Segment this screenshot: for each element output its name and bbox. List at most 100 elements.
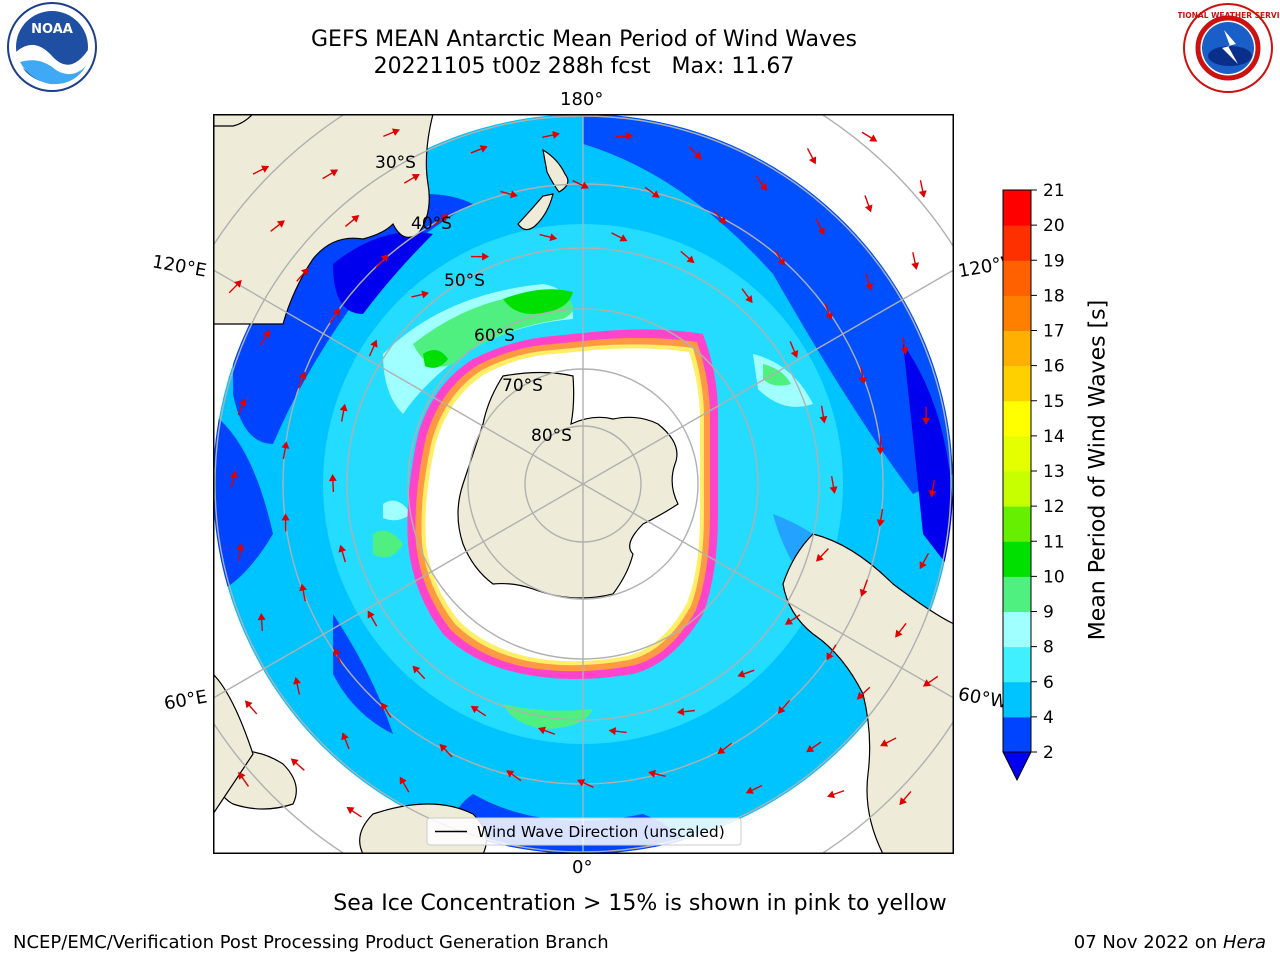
wind-wave-arrow	[229, 470, 238, 489]
wind-wave-arrow	[381, 702, 392, 718]
colorbar-tick-label: 11	[1043, 532, 1065, 552]
wind-wave-arrow	[608, 727, 627, 736]
colorbar-tick-label: 6	[1043, 673, 1054, 693]
wind-wave-arrow	[341, 732, 350, 750]
wind-wave-arrow	[644, 186, 660, 198]
wind-wave-arrow	[344, 215, 360, 228]
noaa-logo-text: NOAA	[31, 22, 73, 37]
wind-wave-arrow	[829, 475, 838, 494]
colorbar-swatch	[1003, 506, 1031, 542]
wind-wave-arrow	[338, 544, 347, 563]
wind-wave-arrow	[281, 441, 290, 460]
wind-wave-arrow	[777, 699, 791, 714]
wind-wave-arrow	[296, 267, 309, 282]
wind-wave-arrow	[259, 329, 271, 346]
wind-wave-arrow	[383, 128, 400, 138]
wind-wave-arrow	[281, 513, 290, 532]
colorbar-swatch	[1003, 260, 1031, 296]
colorbar-swatch	[1003, 330, 1031, 367]
chart-title: GEFS MEAN Antarctic Mean Period of Wind …	[311, 27, 857, 52]
colorbar-tick-label: 14	[1043, 427, 1065, 447]
colorbar-ticks: 2 4 6 8 9 10 11 12 13 14 15 16 17 18 19 20 21	[1031, 181, 1065, 763]
colorbar-tick-label: 16	[1043, 357, 1065, 377]
wind-wave-arrow	[880, 737, 897, 747]
noaa-logo-icon: NOAA	[7, 2, 97, 92]
colorbar-tick-label: 21	[1043, 181, 1065, 201]
chart-subtitle: 20221105 t00z 288h fcst Max: 11.67	[373, 54, 795, 79]
colorbar-tick-label: 4	[1043, 708, 1054, 728]
colorbar: 2 4 6 8 9 10 11 12 13 14 15 16 17 18 19 20 21	[1002, 181, 1065, 782]
footer-organization: NCEP/EMC/Verification Post Processing Pr…	[13, 932, 609, 953]
wind-wave-arrow	[329, 307, 340, 324]
lat-label-50s: 50°S	[444, 271, 485, 291]
wind-wave-arrow	[433, 213, 449, 226]
wind-wave-arrow	[755, 175, 767, 191]
wind-wave-arrow	[236, 543, 245, 562]
wind-wave-arrow	[859, 579, 869, 597]
footer-machine: Hera	[1222, 932, 1266, 953]
wind-wave-arrow	[328, 474, 337, 493]
wind-wave-arrow	[506, 770, 522, 782]
wind-wave-arrow	[928, 479, 937, 498]
wind-wave-arrow	[538, 726, 556, 735]
lon-label-60e: 60°E	[162, 686, 209, 715]
wind-wave-arrow	[918, 180, 927, 198]
africa-land	[213, 673, 254, 816]
wind-wave-arrow	[648, 769, 666, 778]
wind-wave-arrow	[244, 700, 258, 715]
lat-label-70s: 70°S	[502, 376, 543, 396]
wind-wave-arrow	[257, 613, 266, 632]
wind-wave-arrow	[824, 303, 833, 321]
colorbar-label: Mean Period of Wind Waves [s]	[1085, 299, 1111, 641]
polar-map: 30°S 40°S 50°S 60°S 70°S 80°S Wind Wave …	[213, 114, 954, 854]
wind-wave-arrow	[237, 398, 247, 416]
wind-wave-arrow	[922, 675, 939, 687]
wind-wave-arrow	[572, 179, 589, 189]
wind-wave-arrow	[367, 610, 378, 627]
wind-wave-arrow	[864, 195, 873, 213]
wind-wave-arrow	[713, 210, 727, 225]
wind-wave-arrow	[856, 686, 871, 700]
map-panel: 30°S 40°S 50°S 60°S 70°S 80°S Wind Wave …	[213, 114, 954, 854]
colorbar-tick-label: 13	[1043, 462, 1065, 482]
footer-date-text: 07 Nov 2022 on	[1073, 932, 1223, 953]
map-legend: Wind Wave Direction (unscaled)	[426, 817, 742, 846]
colorbar-swatch	[1003, 611, 1031, 648]
colorbar-swatch	[1003, 365, 1031, 402]
lat-label-40s: 40°S	[411, 214, 452, 234]
wind-wave-arrow	[412, 665, 426, 680]
wind-wave-arrows	[228, 128, 939, 818]
wind-wave-arrow	[861, 131, 878, 142]
longitude-grid	[213, 114, 954, 854]
colorbar-tick-label: 8	[1043, 638, 1054, 658]
wind-wave-arrow	[470, 705, 487, 717]
lon-label-120e: 120°E	[150, 251, 209, 282]
colorbar-swatch	[1003, 471, 1031, 507]
colorbar-tick-label: 9	[1043, 603, 1054, 623]
wind-wave-arrow	[399, 776, 410, 793]
wind-wave-arrow	[238, 771, 250, 787]
colorbar-tick-label: 15	[1043, 392, 1065, 412]
colorbar-swatch	[1003, 295, 1031, 331]
wind-wave-arrow	[368, 339, 378, 357]
colorbar-extend-triangle	[1002, 751, 1032, 782]
colorbar-tick-label: 18	[1043, 286, 1065, 306]
lon-label-0: 0°	[572, 857, 593, 878]
latitude-labels: 30°S 40°S 50°S 60°S 70°S 80°S	[375, 153, 572, 446]
lon-label-180: 180°	[560, 89, 604, 110]
colorbar-swatch	[1003, 646, 1031, 683]
wind-wave-arrow	[403, 174, 420, 184]
colorbar-tick-label: 17	[1043, 322, 1065, 342]
wind-wave-arrow	[919, 553, 930, 570]
footer-date: 07 Nov 2022 on Hera	[1074, 932, 1266, 953]
wind-wave-arrow	[439, 743, 453, 758]
wind-wave-arrow	[299, 583, 308, 602]
wind-wave-arrow	[500, 190, 518, 199]
wind-wave-arrow	[688, 146, 702, 160]
wind-wave-arrow	[858, 366, 867, 385]
colorbar-swatch	[1003, 400, 1031, 437]
wind-wave-arrow	[737, 669, 755, 678]
wind-wave-arrow	[922, 406, 931, 425]
wind-wave-arrow	[293, 676, 301, 695]
colorbar-swatch	[1003, 681, 1031, 718]
